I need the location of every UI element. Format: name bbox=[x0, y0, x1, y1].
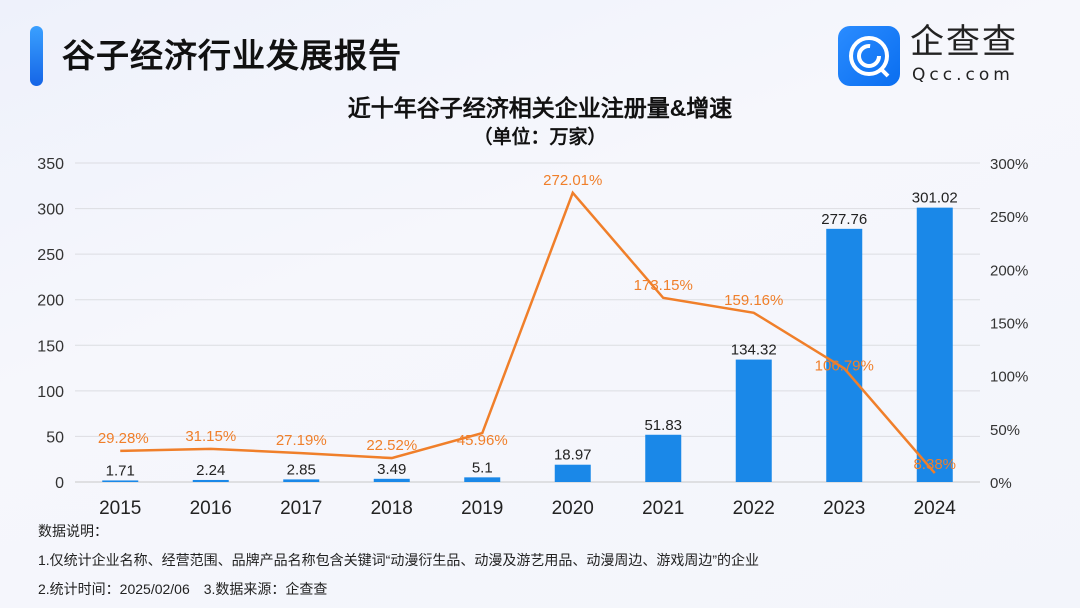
notes-line-1: 1.仅统计企业名称、经营范围、品牌产品名称包含关键词“动漫衍生品、动漫及游艺用品… bbox=[38, 552, 759, 568]
bar bbox=[554, 464, 591, 482]
y2-tick-label: 200% bbox=[990, 262, 1028, 279]
growth-value-label: 159.16% bbox=[724, 292, 783, 309]
bar-value-label: 277.76 bbox=[821, 211, 867, 228]
x-tick-label: 2024 bbox=[914, 498, 957, 519]
growth-value-label: 29.28% bbox=[98, 430, 149, 447]
y-tick-label: 350 bbox=[37, 156, 64, 173]
qcc-logo-icon bbox=[838, 26, 900, 86]
bar bbox=[464, 477, 501, 482]
bar bbox=[192, 479, 229, 482]
bar-value-label: 5.1 bbox=[472, 459, 493, 476]
chart-subtitle: （单位：万家） bbox=[473, 127, 607, 148]
x-tick-label: 2015 bbox=[99, 498, 141, 519]
y2-tick-label: 300% bbox=[990, 156, 1028, 173]
bar bbox=[645, 434, 682, 482]
growth-value-label: 8.38% bbox=[913, 456, 956, 473]
growth-value-label: 45.96% bbox=[457, 432, 508, 449]
bar-value-label: 2.85 bbox=[287, 461, 316, 478]
bar bbox=[283, 479, 320, 482]
growth-value-label: 173.15% bbox=[634, 277, 693, 294]
y-tick-label: 250 bbox=[37, 247, 64, 264]
y-tick-label: 100 bbox=[37, 384, 64, 401]
x-tick-label: 2023 bbox=[823, 498, 865, 519]
title-accent-bar bbox=[30, 26, 43, 86]
x-tick-label: 2020 bbox=[552, 498, 594, 519]
x-tick-label: 2022 bbox=[733, 498, 775, 519]
x-tick-label: 2016 bbox=[190, 498, 232, 519]
y-tick-label: 200 bbox=[37, 293, 64, 310]
notes-line-2: 2.统计时间：2025/02/06 3.数据来源：企查查 bbox=[38, 581, 328, 597]
logo-domain: Qcc.com bbox=[912, 65, 1014, 85]
x-tick-label: 2021 bbox=[642, 498, 684, 519]
bar-value-label: 51.83 bbox=[644, 417, 682, 434]
report-title: 谷子经济行业发展报告 bbox=[62, 37, 402, 74]
growth-value-label: 22.52% bbox=[366, 437, 417, 454]
bar-value-label: 2.24 bbox=[196, 462, 225, 479]
bar-value-label: 18.97 bbox=[554, 447, 592, 464]
bar bbox=[916, 207, 953, 482]
x-tick-label: 2019 bbox=[461, 498, 503, 519]
y-tick-label: 150 bbox=[37, 338, 64, 355]
growth-value-label: 31.15% bbox=[185, 428, 236, 445]
y2-tick-label: 50% bbox=[990, 422, 1020, 439]
y-tick-label: 50 bbox=[46, 429, 64, 446]
bar-value-label: 3.49 bbox=[377, 461, 406, 478]
bar bbox=[373, 478, 410, 482]
x-tick-label: 2018 bbox=[371, 498, 413, 519]
growth-value-label: 106.79% bbox=[815, 357, 874, 374]
bar bbox=[735, 359, 772, 482]
y-tick-label: 300 bbox=[37, 202, 64, 219]
bar bbox=[826, 228, 863, 482]
y2-tick-label: 150% bbox=[990, 316, 1028, 333]
growth-value-label: 27.19% bbox=[276, 432, 327, 449]
growth-value-label: 272.01% bbox=[543, 172, 602, 189]
notes-heading: 数据说明： bbox=[38, 523, 108, 539]
growth-line bbox=[120, 190, 936, 474]
y2-tick-label: 100% bbox=[990, 369, 1028, 386]
y-tick-label: 0 bbox=[55, 475, 64, 492]
bar-value-label: 134.32 bbox=[731, 342, 777, 359]
y2-tick-label: 250% bbox=[990, 209, 1028, 226]
y2-tick-label: 0% bbox=[990, 475, 1012, 492]
logo-text: 企查查 bbox=[910, 23, 1018, 61]
x-tick-label: 2017 bbox=[280, 498, 322, 519]
bar-value-label: 301.02 bbox=[912, 190, 958, 207]
bar-value-label: 1.71 bbox=[106, 462, 135, 479]
chart-title: 近十年谷子经济相关企业注册量&增速 bbox=[347, 95, 733, 121]
bar bbox=[102, 480, 139, 482]
